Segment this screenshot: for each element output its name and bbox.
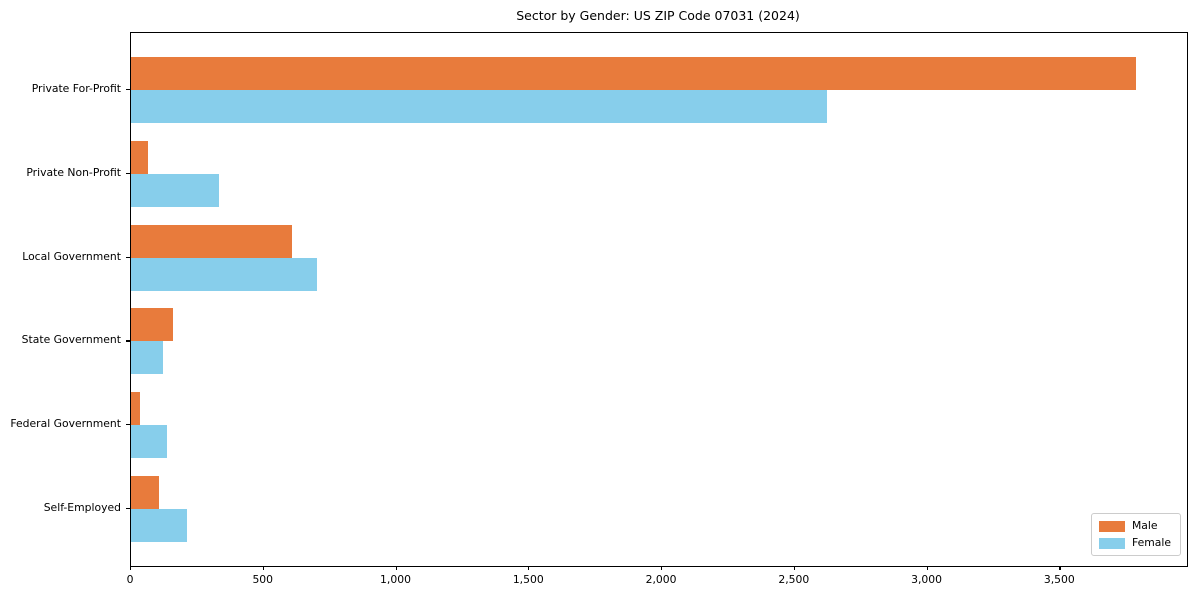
xtick-label-0: 0 — [126, 573, 134, 586]
ytick-label-self-employed: Self-Employed — [43, 501, 121, 514]
xtick-label-500: 500 — [252, 573, 274, 586]
xtick-label-2500: 2,500 — [778, 573, 810, 586]
ytick-mark — [126, 340, 130, 342]
bar-female-private-non-profit — [131, 173, 219, 207]
xtick-mark — [395, 566, 397, 570]
xtick-mark — [262, 566, 264, 570]
legend: Male Female — [1090, 513, 1181, 556]
bar-male-private-non-profit — [131, 140, 149, 174]
bar-female-self-employed — [131, 509, 187, 542]
plot-area: Male Female — [130, 32, 1188, 567]
bar-female-federal-government — [131, 425, 167, 459]
legend-swatch-female — [1098, 537, 1125, 549]
ytick-label-private-non-profit: Private Non-Profit — [26, 165, 121, 179]
xtick-label-1500: 1,500 — [512, 573, 544, 586]
legend-swatch-male — [1098, 520, 1125, 532]
xtick-mark — [661, 566, 663, 570]
bar-male-federal-government — [131, 392, 141, 426]
ytick-mark — [126, 172, 130, 174]
xtick-mark — [926, 566, 928, 570]
ytick-mark — [126, 256, 130, 258]
xtick-mark — [1059, 566, 1061, 570]
bar-female-state-government — [131, 341, 163, 375]
legend-entry-female: Female — [1098, 536, 1171, 549]
xtick-mark — [130, 566, 132, 570]
bar-female-private-for-profit — [131, 90, 827, 123]
ytick-mark — [126, 89, 130, 91]
xtick-mark — [793, 566, 795, 570]
xtick-label-1000: 1,000 — [380, 573, 411, 586]
xtick-label-2000: 2,000 — [645, 573, 677, 586]
bar-male-state-government — [131, 308, 174, 342]
bar-female-local-government — [131, 257, 317, 291]
chart-title: Sector by Gender: US ZIP Code 07031 (202… — [516, 8, 800, 23]
legend-label-male: Male — [1131, 519, 1158, 532]
bar-male-local-government — [131, 224, 292, 258]
legend-label-female: Female — [1131, 536, 1171, 549]
ytick-mark — [126, 508, 130, 510]
xtick-label-3500: 3,500 — [1043, 573, 1075, 586]
ytick-label-federal-government: Federal Government — [10, 417, 121, 431]
bar-male-private-for-profit — [131, 57, 1137, 90]
xtick-mark — [528, 566, 530, 570]
xtick-label-3000: 3,000 — [911, 573, 943, 586]
bar-male-self-employed — [131, 476, 159, 509]
ytick-label-local-government: Local Government — [22, 249, 121, 263]
ytick-mark — [126, 424, 130, 426]
ytick-label-state-government: State Government — [21, 333, 121, 347]
ytick-label-private-for-profit: Private For-Profit — [31, 82, 121, 95]
legend-entry-male: Male — [1098, 519, 1171, 532]
